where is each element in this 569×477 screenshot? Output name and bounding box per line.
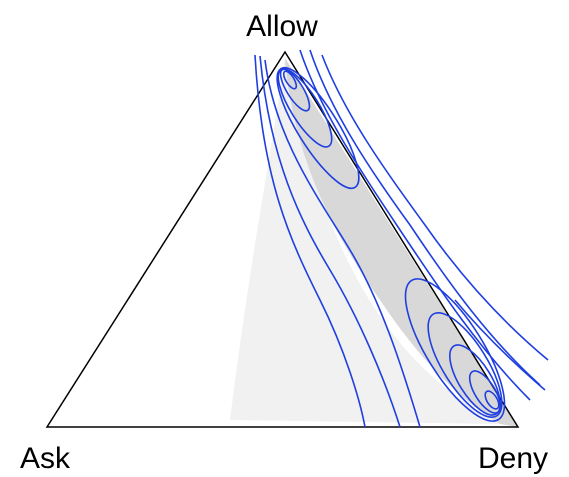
contour	[277, 68, 333, 148]
contour	[321, 54, 549, 361]
contour	[264, 59, 421, 428]
contour	[484, 390, 500, 410]
contour	[309, 49, 541, 386]
contour	[454, 299, 546, 391]
density-shading	[230, 58, 518, 427]
contour	[282, 70, 298, 90]
contour	[259, 55, 401, 428]
density-contours	[254, 49, 549, 428]
contour	[449, 344, 501, 416]
contour	[299, 49, 531, 401]
vertex-label-right: Deny	[478, 442, 548, 475]
contour	[254, 54, 366, 428]
vertex-label-left: Ask	[20, 442, 71, 475]
point-cloud	[285, 58, 518, 427]
vertex-label-top: Allow	[246, 10, 318, 43]
contour	[404, 278, 506, 422]
contour	[427, 311, 503, 419]
triangle-frame	[45, 50, 520, 428]
contour	[276, 66, 360, 190]
point-cloud-sparse	[230, 58, 500, 424]
